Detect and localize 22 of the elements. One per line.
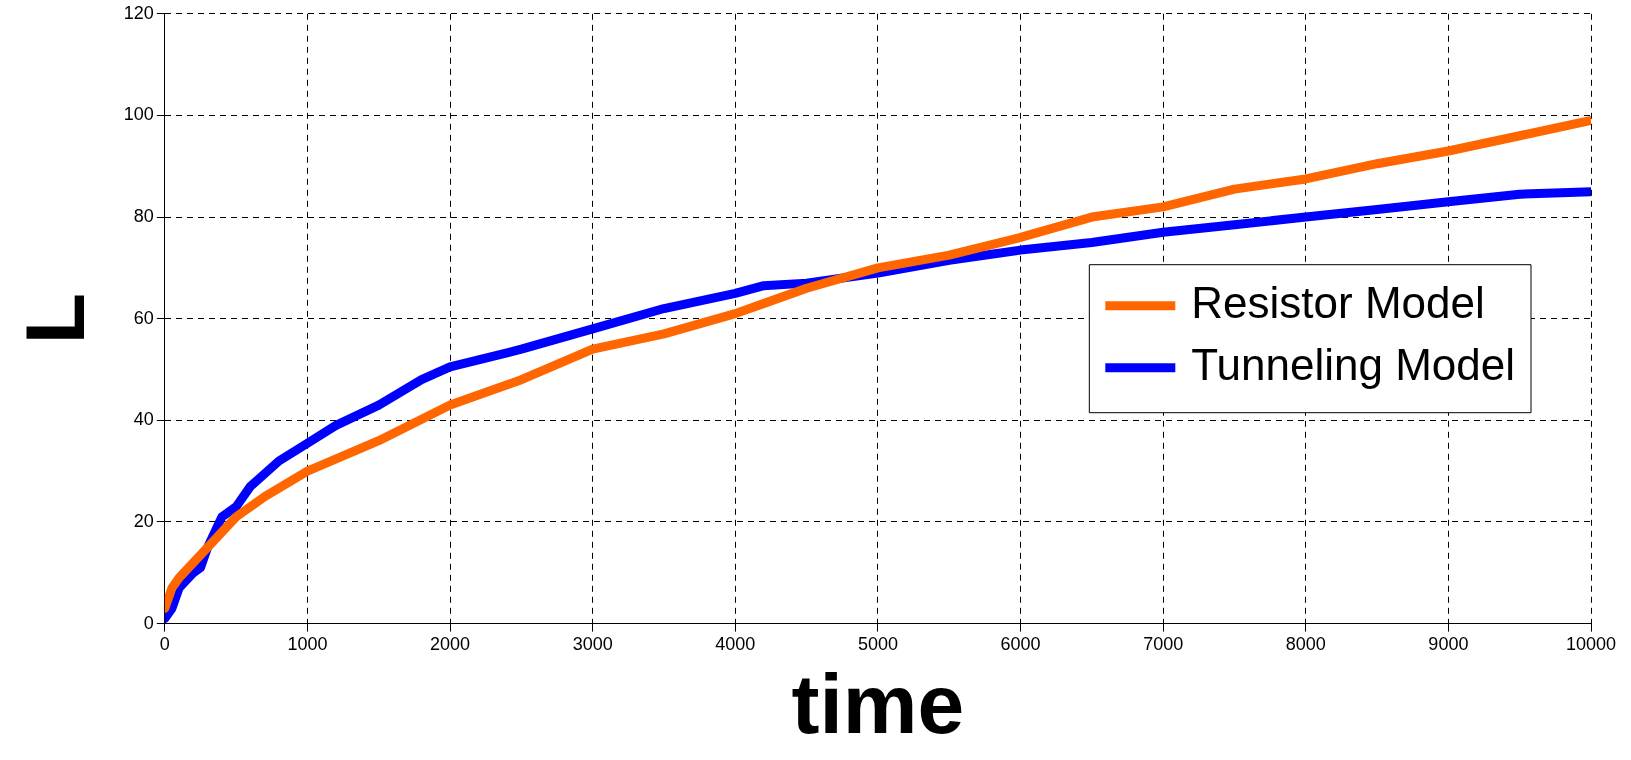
x-tick-label: 10000 xyxy=(1565,634,1617,655)
x-tick-label: 7000 xyxy=(1143,634,1184,655)
x-tick-label: 0 xyxy=(159,634,170,655)
y-tick-label: 20 xyxy=(133,510,154,531)
y-tick-label: 100 xyxy=(123,104,154,125)
x-tick-label: 5000 xyxy=(857,634,898,655)
y-tick-label: 0 xyxy=(143,612,154,633)
x-tick-label: 8000 xyxy=(1285,634,1326,655)
x-tick-label: 1000 xyxy=(287,634,328,655)
y-tick-label: 40 xyxy=(133,409,154,430)
x-tick-label: 4000 xyxy=(715,634,756,655)
x-axis-title: time xyxy=(791,656,965,751)
legend-label: Tunneling Model xyxy=(1191,339,1515,389)
x-tick-label: 9000 xyxy=(1428,634,1469,655)
legend-label: Resistor Model xyxy=(1191,277,1485,327)
x-tick-label: 6000 xyxy=(1000,634,1041,655)
y-tick-label: 80 xyxy=(133,206,154,227)
y-axis-title: L xyxy=(7,293,102,345)
x-tick-label: 2000 xyxy=(430,634,471,655)
y-tick-label: 60 xyxy=(133,307,154,328)
x-tick-label: 3000 xyxy=(572,634,613,655)
y-tick-label: 120 xyxy=(123,2,154,23)
